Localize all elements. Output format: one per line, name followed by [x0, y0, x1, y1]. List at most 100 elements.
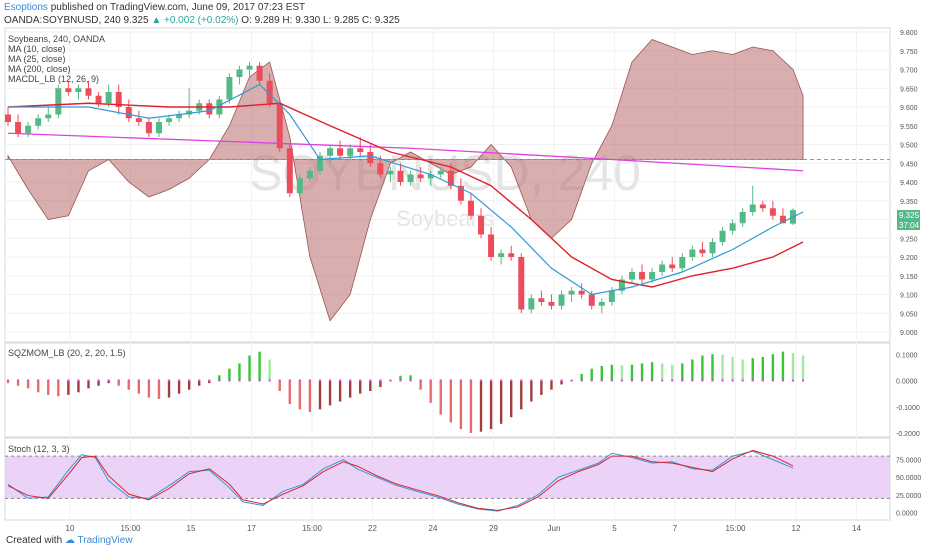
squeeze-dot	[178, 379, 181, 382]
candle-body	[145, 122, 152, 134]
price-tick-label: 9.450	[900, 161, 918, 168]
candle-body	[749, 204, 756, 212]
macd-area	[7, 39, 804, 322]
stoch-tick-label: 0.0000	[896, 510, 918, 517]
time-tick-label: 12	[792, 524, 801, 533]
mom-bar	[117, 380, 120, 386]
candle-body	[447, 170, 454, 186]
mom-bar	[640, 363, 644, 381]
legend: Soybeans, 240, OANDA MA (10, close) MA (…	[8, 34, 105, 84]
candle-body	[25, 125, 32, 134]
squeeze-dot	[802, 379, 805, 382]
candle-body	[155, 122, 162, 134]
mom-bar	[459, 380, 463, 430]
mom-bar	[530, 380, 533, 402]
legend-macd: MACDL_LB (12, 26, 9)	[8, 74, 99, 84]
ma25-line	[7, 102, 804, 288]
candle-body	[407, 174, 414, 182]
mom-bar	[550, 380, 553, 390]
mom-bar	[278, 380, 281, 391]
legend-title: Soybeans, 240, OANDA	[8, 34, 105, 44]
time-tick-label: 22	[368, 524, 377, 533]
squeeze-dot	[449, 379, 452, 382]
candle-body	[729, 223, 736, 231]
time-tick-label: 10	[66, 524, 75, 533]
squeeze-dot	[620, 379, 623, 382]
mom-bar	[751, 358, 754, 381]
published-text: published on TradingView.com, June 09, 2…	[50, 2, 306, 13]
squeeze-dot	[520, 379, 523, 382]
mom-bar	[328, 380, 332, 406]
countdown-badge-bg	[897, 220, 920, 230]
mom-bar	[419, 380, 422, 390]
squeeze-dot	[298, 379, 301, 382]
candle-body	[105, 92, 112, 104]
squeeze-dot	[490, 379, 493, 382]
legend-ma10: MA (10, close)	[8, 44, 66, 54]
mom-bar	[16, 380, 20, 386]
squeeze-dot	[711, 379, 714, 382]
candle-body	[699, 249, 706, 254]
mom-bar	[449, 380, 453, 423]
squeeze-dot	[630, 379, 633, 382]
candle-body	[417, 174, 424, 179]
candle-body	[85, 88, 92, 96]
mom-bar	[87, 380, 90, 389]
candle-body	[488, 234, 495, 257]
mom-bar	[469, 380, 473, 433]
squeeze-dot	[157, 379, 160, 382]
squeeze-dot	[429, 379, 432, 382]
candle-body	[779, 215, 786, 224]
candle-body	[467, 200, 474, 216]
legend-ma25: MA (25, close)	[8, 54, 66, 64]
mom-bar	[771, 354, 775, 381]
candle-body	[639, 272, 646, 280]
squeeze-dot	[580, 379, 583, 382]
mom-bar	[741, 359, 744, 381]
squeeze-dot	[67, 379, 70, 382]
mom-bar	[660, 363, 664, 381]
candle-body	[588, 294, 595, 306]
stoch-d-line	[7, 449, 794, 511]
candle-body	[508, 253, 515, 257]
candle-body	[306, 170, 313, 179]
stoch-tick-label: 50.0000	[896, 475, 921, 482]
tradingview-logo[interactable]: ☁ TradingView	[64, 535, 133, 546]
mom-bar	[701, 355, 704, 381]
squeeze-dot	[409, 379, 412, 382]
squeeze-dot	[147, 379, 150, 382]
mom-bar	[177, 380, 181, 394]
squeeze-dot	[117, 379, 120, 382]
mom-bar	[439, 380, 442, 415]
squeeze-dot	[771, 379, 774, 382]
candle-body	[226, 77, 233, 100]
mom-bar	[268, 359, 271, 381]
candle-body	[518, 257, 525, 310]
candle-body	[15, 122, 22, 134]
mom-bar	[77, 380, 80, 393]
watermark-name: Soybeans	[396, 206, 494, 231]
candle-body	[357, 148, 364, 152]
mom-tick-label: -0.2000	[896, 431, 920, 438]
squeeze-dot	[318, 379, 321, 382]
candle-body	[387, 170, 394, 175]
squeeze-dot	[761, 379, 764, 382]
time-tick-label: 15	[187, 524, 196, 533]
squeeze-dot	[7, 379, 9, 382]
candle-body	[337, 148, 344, 156]
squeeze-dot	[530, 379, 533, 382]
candle-body	[679, 257, 686, 269]
squeeze-dot	[731, 379, 734, 382]
candle-body	[478, 215, 485, 235]
mom-bar	[187, 380, 191, 390]
price-change: ▲ +0.002 (+0.02%)	[151, 15, 239, 26]
mom-tick-label: -0.1000	[896, 405, 920, 412]
publisher-link[interactable]: Esoptions	[4, 2, 48, 13]
mom-bar	[26, 380, 30, 389]
time-tick-label: 5	[612, 524, 617, 533]
price-tick-label: 9.600	[900, 105, 918, 112]
squeeze-dot	[238, 379, 241, 382]
mom-bar	[157, 380, 161, 399]
mom-bar	[359, 380, 362, 394]
